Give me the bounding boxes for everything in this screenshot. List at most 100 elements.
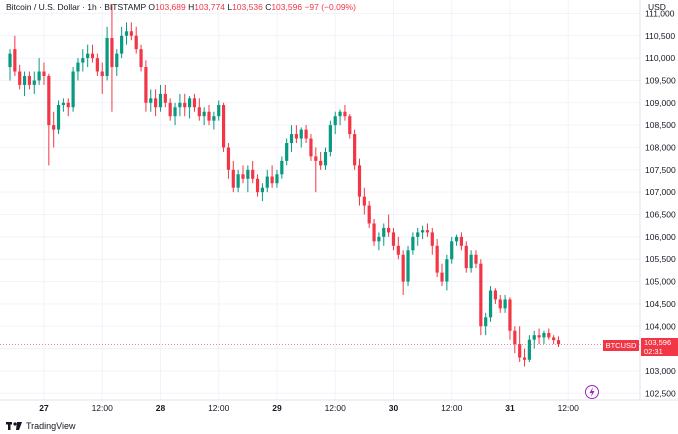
candle <box>479 259 483 336</box>
price-tick-label: 105,500 <box>645 254 676 264</box>
candle-body <box>260 187 265 193</box>
candle-body <box>542 332 546 338</box>
candle-body <box>314 156 318 161</box>
candle-body <box>309 138 313 157</box>
candle <box>372 218 376 246</box>
price-tick-label: 104,500 <box>645 299 676 309</box>
candle-body <box>173 107 177 117</box>
candle <box>226 143 231 179</box>
candle <box>348 113 352 139</box>
symbol-title: Bitcoin / U.S. Dollar · 1h · BITSTAMP <box>6 2 146 12</box>
candle-body <box>13 49 17 72</box>
lightning-icon[interactable] <box>584 384 600 400</box>
candle-body <box>532 335 536 340</box>
candle <box>435 239 439 278</box>
candle <box>124 22 129 45</box>
candle <box>454 234 459 246</box>
candle <box>42 62 46 85</box>
candle <box>285 138 289 166</box>
candle <box>387 214 391 237</box>
candle <box>406 245 410 287</box>
candle <box>299 127 303 148</box>
time-tick-label: 28 <box>156 403 166 413</box>
candle-body <box>484 317 488 327</box>
candle <box>202 107 206 126</box>
candle-body <box>149 98 153 103</box>
candle <box>445 254 449 291</box>
candle-body <box>52 125 56 130</box>
candle-body <box>493 290 497 300</box>
high-value: 103,774 <box>194 2 225 12</box>
candle-body <box>154 98 158 108</box>
candle-body <box>328 125 332 152</box>
candle <box>154 89 158 117</box>
high-label: H <box>188 2 195 12</box>
price-tick-label: 104,000 <box>645 321 676 331</box>
candle-body <box>469 254 473 269</box>
candle <box>129 22 133 41</box>
candle <box>187 96 192 119</box>
candle <box>425 223 430 237</box>
candle <box>552 335 556 345</box>
grid-lines <box>0 0 640 400</box>
candle <box>328 120 332 157</box>
candle <box>309 134 313 161</box>
candle-body <box>231 169 235 188</box>
candle <box>411 232 415 255</box>
candle-body <box>338 111 342 117</box>
candle <box>542 330 546 345</box>
close-label: C <box>265 2 272 12</box>
candle-body <box>27 75 32 85</box>
symbol-legend: Bitcoin / U.S. Dollar · 1h · BITSTAMP O 1… <box>6 2 356 12</box>
candle <box>450 236 454 264</box>
candle-body <box>42 71 46 76</box>
candle-body <box>22 75 27 85</box>
candle-body <box>207 111 211 121</box>
time-axis[interactable]: 27 12:00 28 12:00 29 12:00 30 12:00 31 12:00 <box>39 403 579 413</box>
time-tick-label: 31 <box>505 403 515 413</box>
candle-body <box>270 176 274 184</box>
candle-body <box>100 71 104 76</box>
candle <box>338 109 342 126</box>
candle-body <box>8 53 12 68</box>
currency-label[interactable]: USD <box>648 2 666 12</box>
candle <box>221 102 226 152</box>
candle-body <box>556 340 561 345</box>
low-value: 103,536 <box>232 2 263 12</box>
candle-body <box>294 134 298 139</box>
candle-body <box>527 339 531 360</box>
candle-body <box>202 111 206 117</box>
time-tick-label: 12:00 <box>208 403 230 413</box>
candle-body <box>537 335 541 338</box>
open-label: O <box>148 2 155 12</box>
candle-body <box>95 58 99 72</box>
price-tick-label: 111,000 <box>645 8 675 18</box>
candle-body <box>323 151 328 166</box>
price-tick-label: 102,500 <box>645 388 676 398</box>
candle-body <box>445 259 449 282</box>
candle <box>270 165 274 188</box>
candle-body <box>304 129 308 139</box>
candle-body <box>105 37 109 76</box>
candle-body <box>144 67 148 103</box>
candle <box>498 294 502 313</box>
candle-body <box>37 71 41 81</box>
candle-body <box>66 102 70 108</box>
candle <box>275 169 279 188</box>
candle <box>294 125 298 144</box>
candle-body <box>158 93 163 108</box>
candle <box>22 71 27 97</box>
candle-body <box>357 165 362 197</box>
candle <box>401 250 405 295</box>
candle <box>547 328 551 340</box>
candle-body <box>513 330 517 345</box>
candle <box>255 174 260 197</box>
candle <box>484 312 488 336</box>
candle-body <box>372 223 376 242</box>
candle <box>56 100 61 135</box>
candle <box>532 330 536 349</box>
candle <box>32 71 36 94</box>
price-tick-label: 109,000 <box>645 98 676 108</box>
time-tick-label: 30 <box>389 403 399 413</box>
